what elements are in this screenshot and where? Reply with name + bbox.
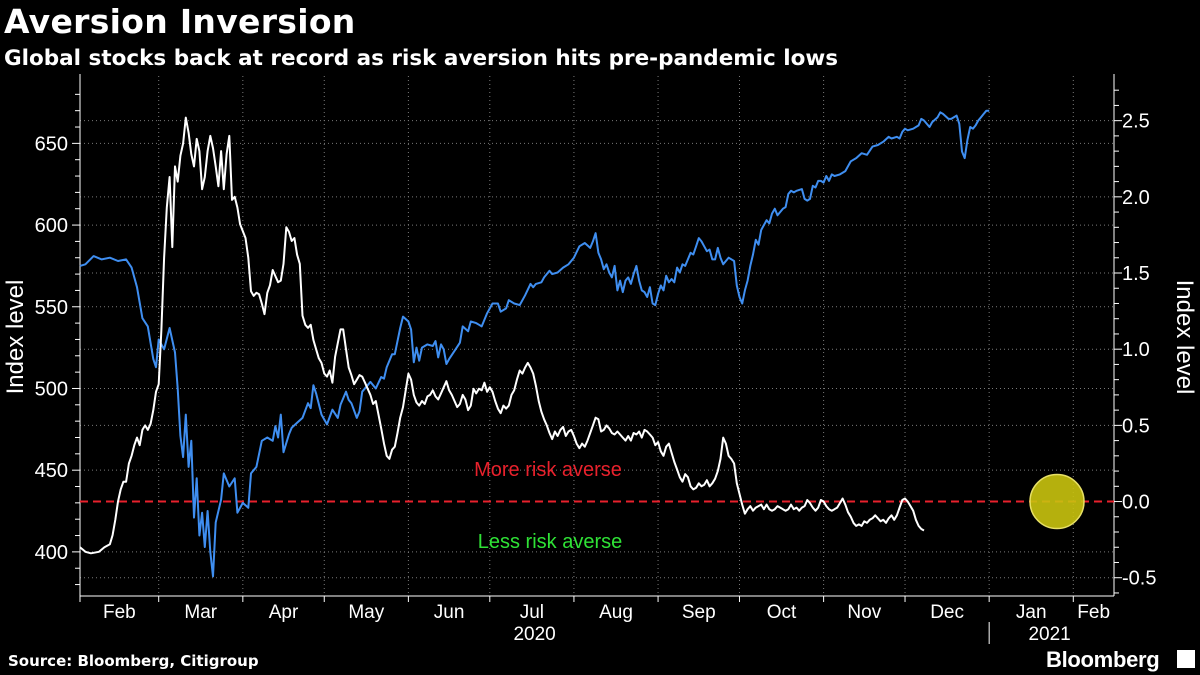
left-axis-title: Index level <box>2 280 29 395</box>
grid <box>80 76 1114 596</box>
brand-logo: Bloomberg <box>1046 647 1160 672</box>
month-label: Feb <box>1077 602 1110 623</box>
left-tick-label: 550 <box>35 297 68 319</box>
right-tick-label: 0.0 <box>1122 492 1150 514</box>
chart-title: Aversion Inversion <box>4 2 356 41</box>
right-tick-label: 2.5 <box>1122 111 1150 133</box>
axes: 400 450 500 550 600 650 -0.5 0.0 0.5 1.0 1.5 2.0 2.5… <box>2 74 1198 645</box>
month-label: May <box>348 602 384 623</box>
latest-reading-highlight <box>1029 473 1085 530</box>
risk-aversion-line <box>79 116 925 555</box>
series <box>79 109 1114 578</box>
month-label: Mar <box>184 602 217 623</box>
month-label: Nov <box>847 602 881 623</box>
right-tick-label: 2.0 <box>1122 187 1150 209</box>
month-label: Jun <box>434 602 465 623</box>
annotation-less-risk-averse: Less risk averse <box>478 531 623 553</box>
right-axis-title: Index level <box>1171 280 1198 395</box>
global-stocks-line <box>79 109 990 578</box>
month-label: Jul <box>520 602 544 623</box>
year-label: 2020 <box>513 624 555 645</box>
month-label: Dec <box>930 602 964 623</box>
bloomberg-terminal-icon <box>1177 650 1195 668</box>
left-tick-label: 500 <box>35 378 68 400</box>
right-tick-label: 1.5 <box>1122 263 1150 285</box>
month-label: Jan <box>1016 602 1047 623</box>
source-note: Source: Bloomberg, Citigroup <box>8 652 259 670</box>
right-tick-label: 1.0 <box>1122 339 1150 361</box>
annotations: More risk averse Less risk averse <box>474 459 622 553</box>
chart-subtitle: Global stocks back at record as risk ave… <box>4 46 839 71</box>
year-label: 2021 <box>1028 624 1070 645</box>
month-label: Sep <box>682 602 716 623</box>
left-tick-label: 650 <box>35 133 68 155</box>
right-tick-label: -0.5 <box>1122 568 1156 590</box>
left-tick-label: 450 <box>35 460 68 482</box>
right-tick-label: 0.5 <box>1122 415 1150 437</box>
month-label: Apr <box>269 602 299 623</box>
month-label: Feb <box>103 602 136 623</box>
month-label: Aug <box>599 602 633 623</box>
month-label: Oct <box>767 602 797 623</box>
left-tick-label: 400 <box>35 542 68 564</box>
annotation-more-risk-averse: More risk averse <box>474 459 622 481</box>
left-tick-label: 600 <box>35 215 68 237</box>
